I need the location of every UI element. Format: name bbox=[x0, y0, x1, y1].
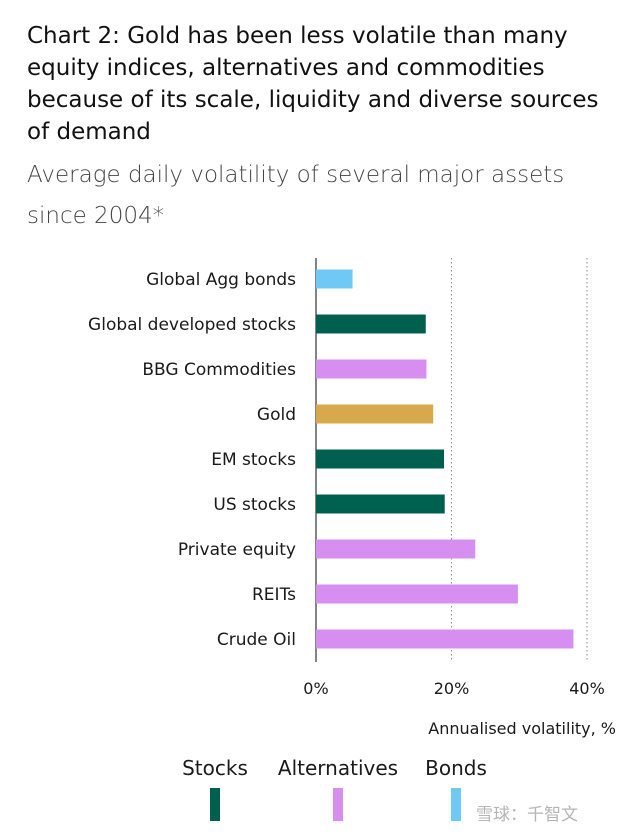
bar bbox=[316, 494, 445, 514]
category-labels: Global Agg bonds Global developed stocks B… bbox=[88, 270, 296, 650]
x-tick-label: 0% bbox=[303, 679, 328, 698]
legend-swatch bbox=[333, 788, 343, 821]
x-tick-label: 20% bbox=[434, 679, 470, 698]
category-label: Global Agg bonds bbox=[146, 270, 296, 290]
bar bbox=[316, 269, 353, 289]
bar bbox=[316, 359, 427, 379]
watermark: 雪球：千智文 bbox=[476, 805, 578, 825]
x-axis-title: Annualised volatility, % bbox=[428, 719, 616, 738]
bar-chart: Global Agg bonds Global developed stocks B… bbox=[88, 258, 616, 821]
category-label: Gold bbox=[257, 405, 296, 425]
category-label: Crude Oil bbox=[217, 630, 296, 650]
category-label: EM stocks bbox=[211, 450, 296, 470]
category-label: Private equity bbox=[178, 540, 296, 560]
legend-label: Alternatives bbox=[278, 756, 398, 780]
legend-swatch bbox=[210, 788, 220, 821]
x-tick-labels: 0% 20% 40% bbox=[303, 679, 604, 698]
x-tick-label: 40% bbox=[569, 679, 605, 698]
bar bbox=[316, 539, 476, 559]
category-label: REITs bbox=[252, 585, 296, 605]
category-label: US stocks bbox=[213, 495, 296, 515]
chart-title: Chart 2: Gold has been less volatile tha… bbox=[27, 23, 599, 145]
legend-swatch bbox=[451, 788, 461, 821]
category-label: BBG Commodities bbox=[142, 360, 296, 380]
bar bbox=[316, 629, 574, 649]
bar bbox=[316, 404, 434, 424]
bar bbox=[316, 584, 518, 604]
chart-subtitle: Average daily volatility of several majo… bbox=[27, 162, 565, 229]
legend: Stocks Alternatives Bonds bbox=[182, 756, 487, 821]
bar bbox=[316, 314, 426, 334]
legend-label: Stocks bbox=[182, 756, 248, 780]
bar bbox=[316, 449, 445, 469]
category-label: Global developed stocks bbox=[88, 315, 296, 335]
legend-label: Bonds bbox=[425, 756, 487, 780]
bars bbox=[316, 269, 574, 649]
